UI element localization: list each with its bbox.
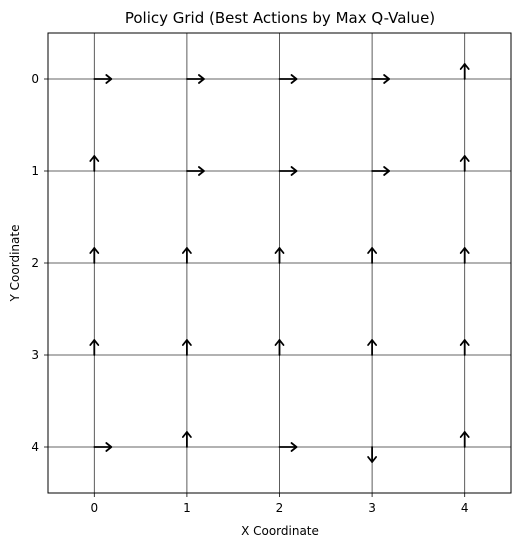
arrow-up-2-3: [274, 339, 285, 356]
arrow-right-0-4: [93, 442, 113, 452]
arrow-right-3-0: [371, 74, 391, 84]
y-tick-label: 3: [31, 348, 39, 362]
arrow-up-1-2: [181, 247, 192, 264]
arrow-right-2-0: [278, 74, 298, 84]
arrow-right-0-0: [93, 74, 113, 84]
x-tick-label: 3: [368, 501, 376, 515]
arrow-up-0-1: [89, 155, 100, 172]
arrow-right-1-0: [185, 74, 205, 84]
y-axis-label: Y Coordinate: [8, 225, 22, 303]
chart-title: Policy Grid (Best Actions by Max Q-Value…: [125, 9, 435, 27]
arrow-up-1-4: [181, 431, 192, 448]
y-tick-label: 4: [31, 440, 39, 454]
arrow-up-4-0: [459, 63, 470, 80]
x-tick-label: 4: [461, 501, 469, 515]
arrow-up-4-2: [459, 247, 470, 264]
arrow-up-3-2: [367, 247, 378, 264]
arrow-up-4-4: [459, 431, 470, 448]
arrow-right-2-1: [278, 166, 298, 176]
arrow-up-4-1: [459, 155, 470, 172]
arrow-up-4-3: [459, 339, 470, 356]
y-tick-label: 1: [31, 164, 39, 178]
y-tick-label: 2: [31, 256, 39, 270]
arrow-up-2-2: [274, 247, 285, 264]
arrow-up-0-3: [89, 339, 100, 356]
arrows-layer: [89, 63, 470, 463]
arrow-down-3-4: [367, 446, 378, 463]
ticks-layer: 0 1 2 3 4 0 1 2 3 4: [31, 72, 468, 515]
arrow-up-0-2: [89, 247, 100, 264]
x-axis-label: X Coordinate: [241, 524, 319, 538]
arrow-up-1-3: [181, 339, 192, 356]
x-tick-label: 1: [183, 501, 191, 515]
arrow-right-1-1: [185, 166, 205, 176]
arrow-right-3-1: [371, 166, 391, 176]
x-tick-label: 2: [276, 501, 284, 515]
arrow-up-3-3: [367, 339, 378, 356]
arrow-right-2-4: [278, 442, 298, 452]
x-tick-label: 0: [90, 501, 98, 515]
y-tick-label: 0: [31, 72, 39, 86]
